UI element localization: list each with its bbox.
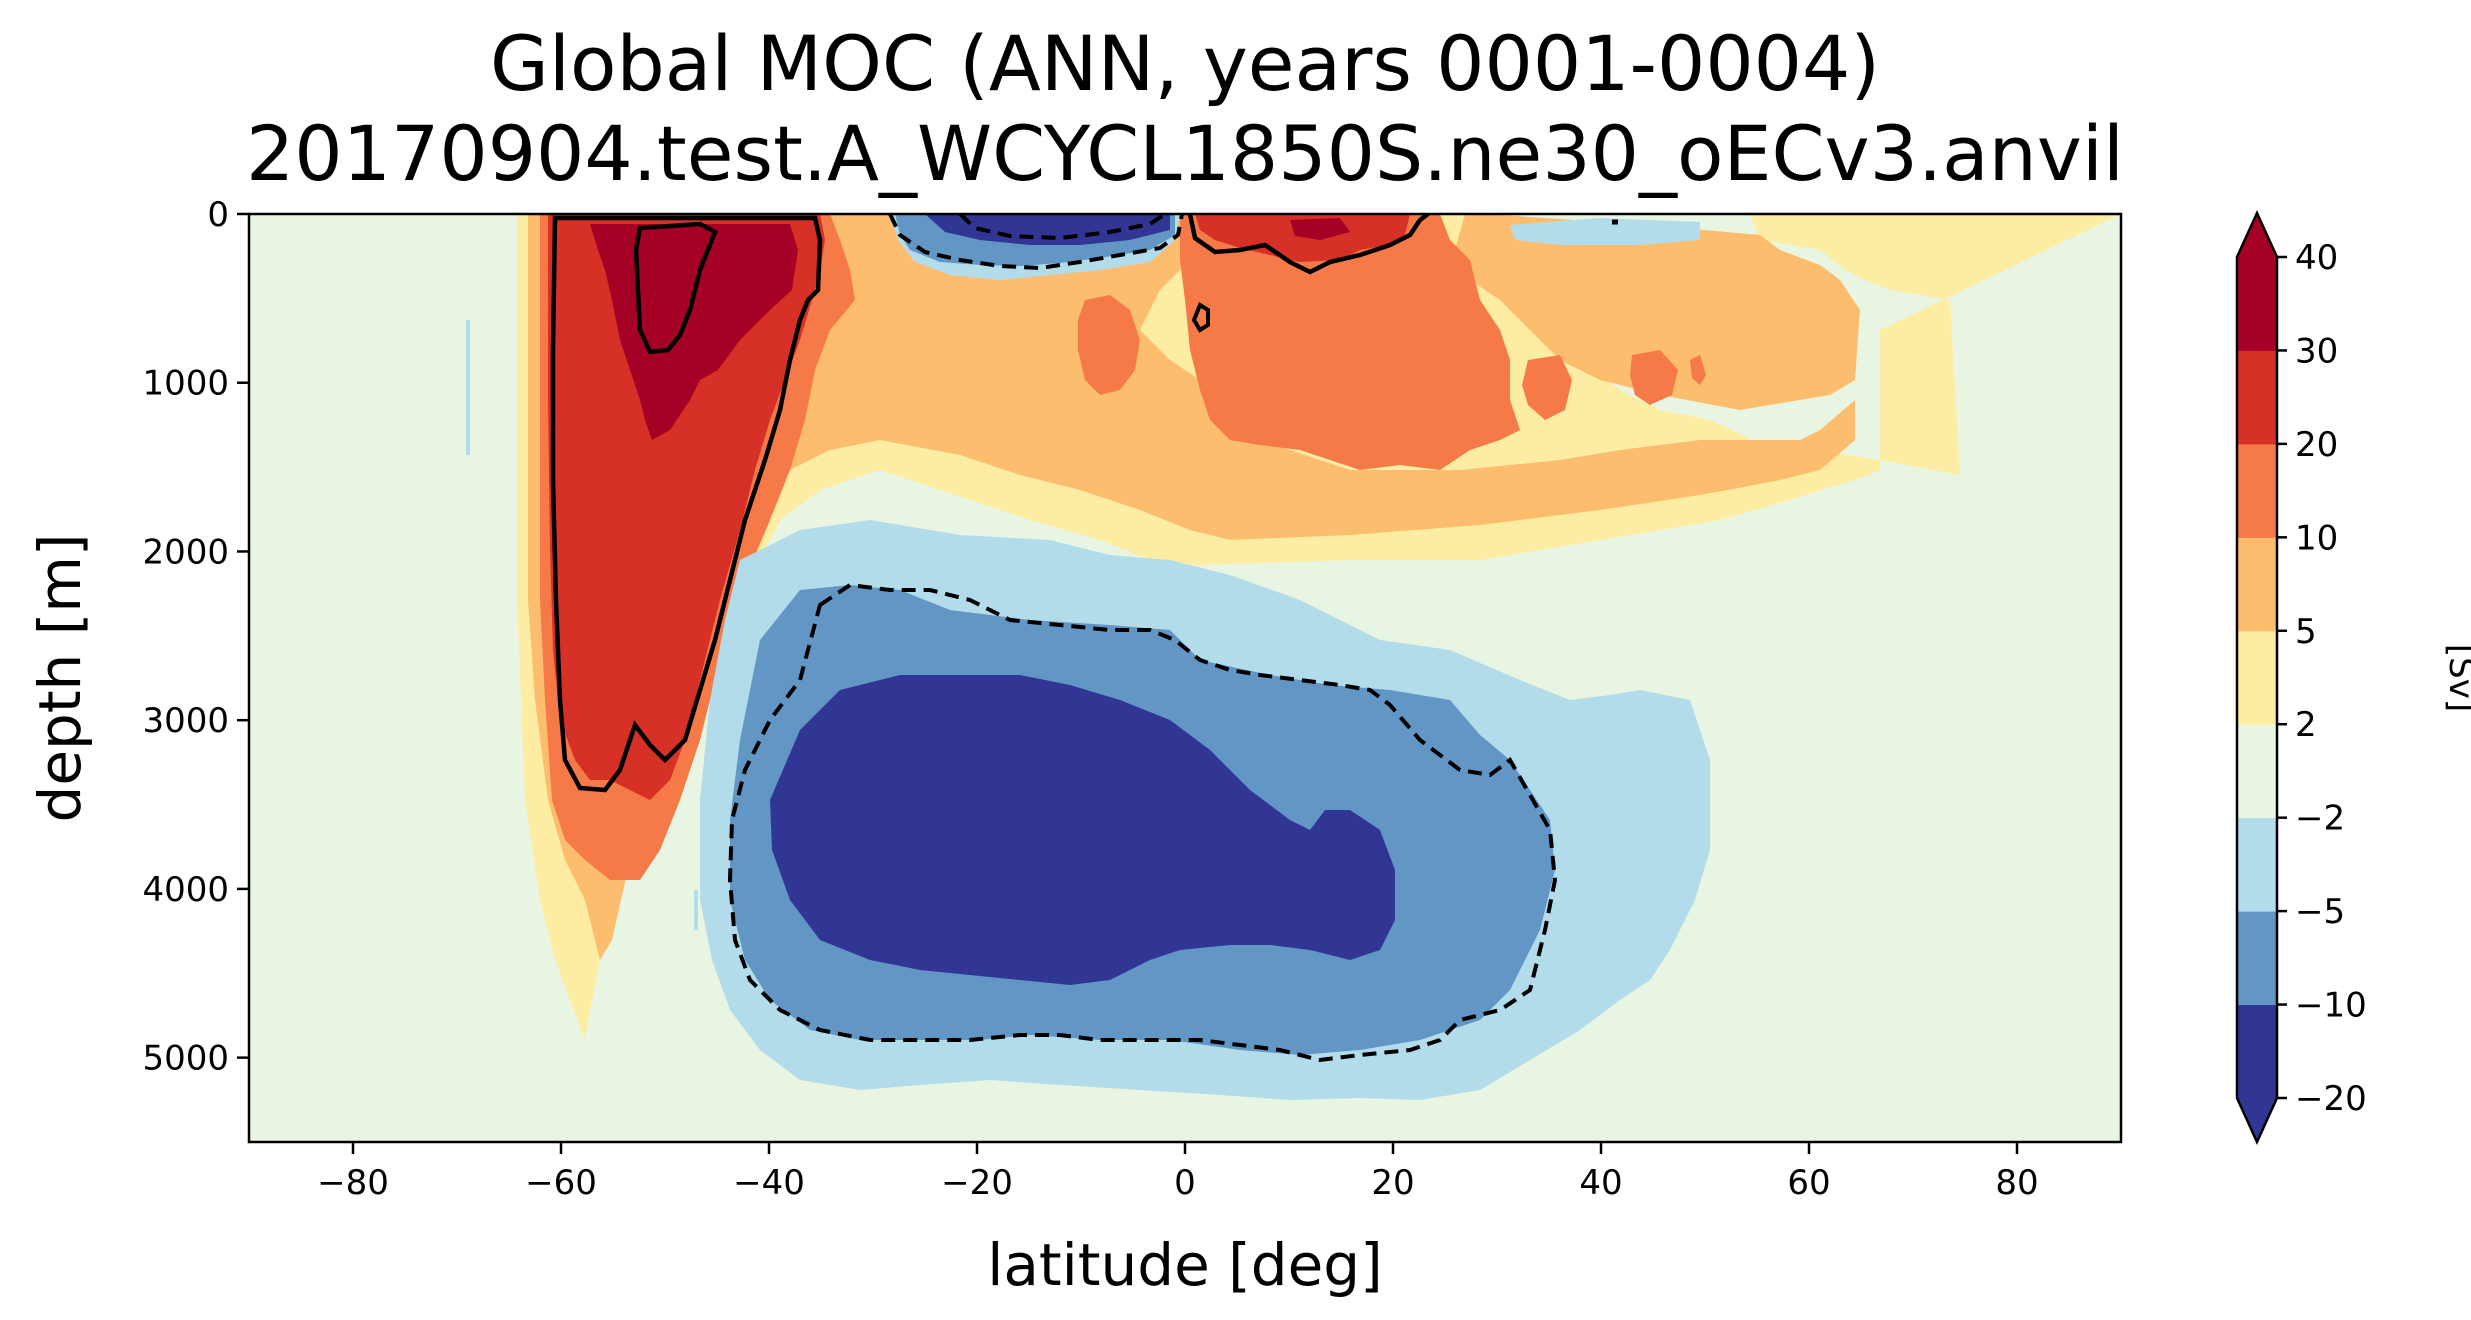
colorbar-tick-label: −5 <box>2295 892 2345 932</box>
y-tick-label: 4000 <box>142 870 229 910</box>
y-axis-label: depth [m] <box>26 533 94 822</box>
colorbar-swatch <box>2237 443 2277 538</box>
x-tick-label: −80 <box>317 1163 389 1203</box>
x-tick-label: 20 <box>1371 1163 1414 1203</box>
x-tick-label: 80 <box>1995 1163 2038 1203</box>
region-neg-2-tiny <box>466 320 470 455</box>
colorbar-tick-label: −2 <box>2295 799 2345 839</box>
y-tick-label: 3000 <box>142 701 229 741</box>
x-tick-label: −20 <box>941 1163 1013 1203</box>
y-tick-label: 5000 <box>142 1039 229 1079</box>
colorbar-extend-high <box>2237 213 2277 257</box>
y-tick-label: 2000 <box>142 532 229 572</box>
y-tick-label: 0 <box>207 195 229 235</box>
colorbar-tick-label: 2 <box>2295 705 2317 745</box>
x-axis: −80 −60 −40 −20 0 20 40 60 80 <box>317 1142 2039 1203</box>
colorbar-swatch <box>2237 257 2277 351</box>
chart-title-line1: Global MOC (ANN, years 0001-0004) <box>490 19 1880 108</box>
x-tick-label: 60 <box>1787 1163 1830 1203</box>
colorbar-tick-label: 5 <box>2295 612 2317 652</box>
x-tick-label: 0 <box>1174 1163 1196 1203</box>
region-pos-20 <box>548 214 1410 800</box>
colorbar-tick-label: 20 <box>2295 425 2338 465</box>
contour-30-solid <box>633 221 718 355</box>
contour-20-solid <box>550 215 823 793</box>
region-pos-30 <box>590 218 1350 440</box>
region-pos-5 <box>528 214 1860 960</box>
colorbar-tick-label: 10 <box>2295 518 2338 558</box>
colorbar-label: [Sv] <box>2441 644 2471 712</box>
x-tick-label: −60 <box>525 1163 597 1203</box>
colorbar-swatch <box>2237 630 2277 725</box>
colorbar-swatch <box>2237 911 2277 1006</box>
colorbar-swatch <box>2237 817 2277 912</box>
region-neg-10 <box>770 214 1395 985</box>
colorbar-swatch <box>2237 537 2277 632</box>
x-tick-label: −40 <box>733 1163 805 1203</box>
contour-small-loop <box>1191 302 1210 333</box>
y-axis: 0 1000 2000 3000 4000 5000 <box>142 195 249 1079</box>
x-axis-label: latitude [deg] <box>987 1231 1383 1299</box>
colorbar-swatch <box>2237 350 2277 445</box>
colorbar-extend-low <box>2237 1098 2277 1142</box>
colorbar-tick-label: 30 <box>2295 331 2338 371</box>
region-neg-2-tiny2 <box>694 890 698 930</box>
plot-area <box>249 214 2121 1142</box>
colorbar-swatch <box>2237 724 2277 819</box>
y-tick-label: 1000 <box>142 364 229 404</box>
contour-neg10-dashed-top <box>888 214 1184 271</box>
colorbar-tick-label: 40 <box>2295 238 2338 278</box>
contour-neg10-dashed <box>727 582 1558 1063</box>
chart-title-line2: 20170904.test.A_WCYCL1850S.ne30_oECv3.an… <box>246 109 2124 198</box>
x-tick-label: 40 <box>1579 1163 1622 1203</box>
colorbar-tick-label: −20 <box>2295 1079 2367 1119</box>
contour-20-solid-north <box>1187 214 1430 275</box>
colorbar: −20 −10 −5 −2 2 5 10 20 30 40 <box>2235 209 2367 1146</box>
region-pos-10 <box>540 214 1706 880</box>
colorbar-tick-label: −10 <box>2295 986 2367 1026</box>
colorbar-swatch <box>2237 1004 2277 1099</box>
